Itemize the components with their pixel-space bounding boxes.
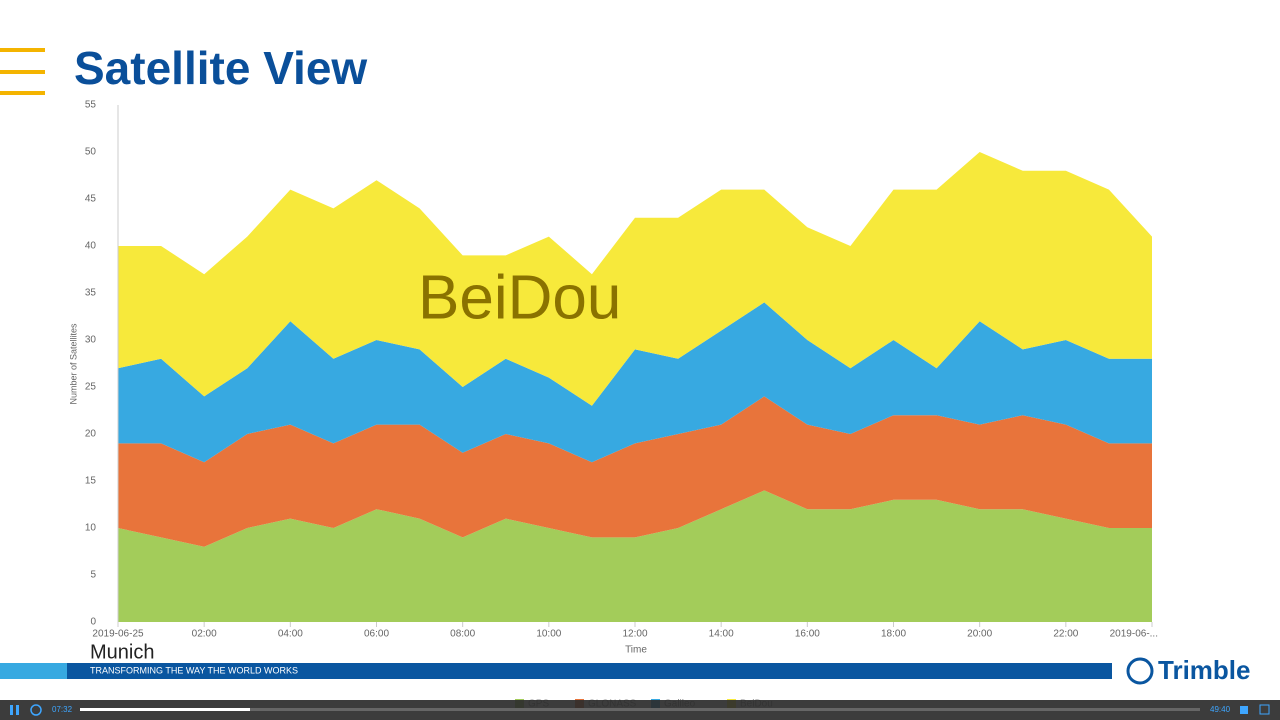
y-tick-label: 10 [85, 523, 97, 534]
y-tick-label: 40 [85, 241, 97, 252]
x-tick-label: 08:00 [450, 629, 475, 640]
y-tick-label: 50 [85, 147, 97, 158]
progress-track[interactable] [80, 708, 1200, 711]
y-tick-label: 0 [90, 617, 96, 628]
y-tick-label: 55 [85, 100, 97, 111]
x-tick-label: 12:00 [622, 629, 647, 640]
x-tick-label: 2019-06-... [1110, 629, 1158, 640]
footer-band [67, 663, 1112, 679]
volume-button[interactable] [1240, 706, 1248, 714]
x-tick-label: 02:00 [192, 629, 217, 640]
plot: 0 5 10 15 20 25 30 35 40 45 50 55 2019-06-25 02:00 04:… [85, 100, 1158, 640]
y-tick-label: 30 [85, 335, 97, 346]
x-tick-label: 18:00 [881, 629, 906, 640]
y-tick-label: 45 [85, 194, 97, 205]
location: Munich [90, 641, 154, 663]
x-tick-label: 20:00 [967, 629, 992, 640]
slide-title: Satellite View [74, 42, 367, 94]
brand-logo [1126, 657, 1154, 685]
area [118, 396, 1152, 547]
x-tick-label: 2019-06-25 [92, 629, 144, 640]
annotation: BeiDou [418, 263, 621, 332]
x-axis-label: Time [625, 645, 647, 656]
y-tick-label: 35 [85, 288, 97, 299]
menu-icon [0, 48, 45, 95]
duration: 49:40 [1210, 705, 1231, 714]
x-tick-label: 16:00 [795, 629, 820, 640]
y-axis-label: Number of Satellites [68, 323, 78, 405]
progress [80, 708, 250, 711]
pause-button-part[interactable] [16, 705, 19, 715]
x-tick-label: 14:00 [709, 629, 734, 640]
y-tick-label: 5 [90, 570, 96, 581]
pause-button[interactable] [10, 705, 13, 715]
y-tick-label: 15 [85, 476, 97, 487]
tagline: TRANSFORMING THE WAY THE WORLD WORKS [90, 665, 298, 675]
x-tick-label: 06:00 [364, 629, 389, 640]
footer-accent [0, 663, 67, 679]
x-tick-label: 10:00 [536, 629, 561, 640]
elapsed: 07:32 [52, 705, 73, 714]
area [118, 152, 1152, 406]
area [118, 302, 1152, 463]
area [118, 490, 1152, 622]
x-tick-label: 04:00 [278, 629, 303, 640]
x-tick-label: 22:00 [1053, 629, 1078, 640]
fullscreen-button[interactable] [1259, 704, 1270, 715]
brand: Trimble [1158, 655, 1250, 685]
y-tick-label: 20 [85, 429, 97, 440]
y-tick-label: 25 [85, 382, 97, 393]
replay-button[interactable] [30, 704, 42, 716]
